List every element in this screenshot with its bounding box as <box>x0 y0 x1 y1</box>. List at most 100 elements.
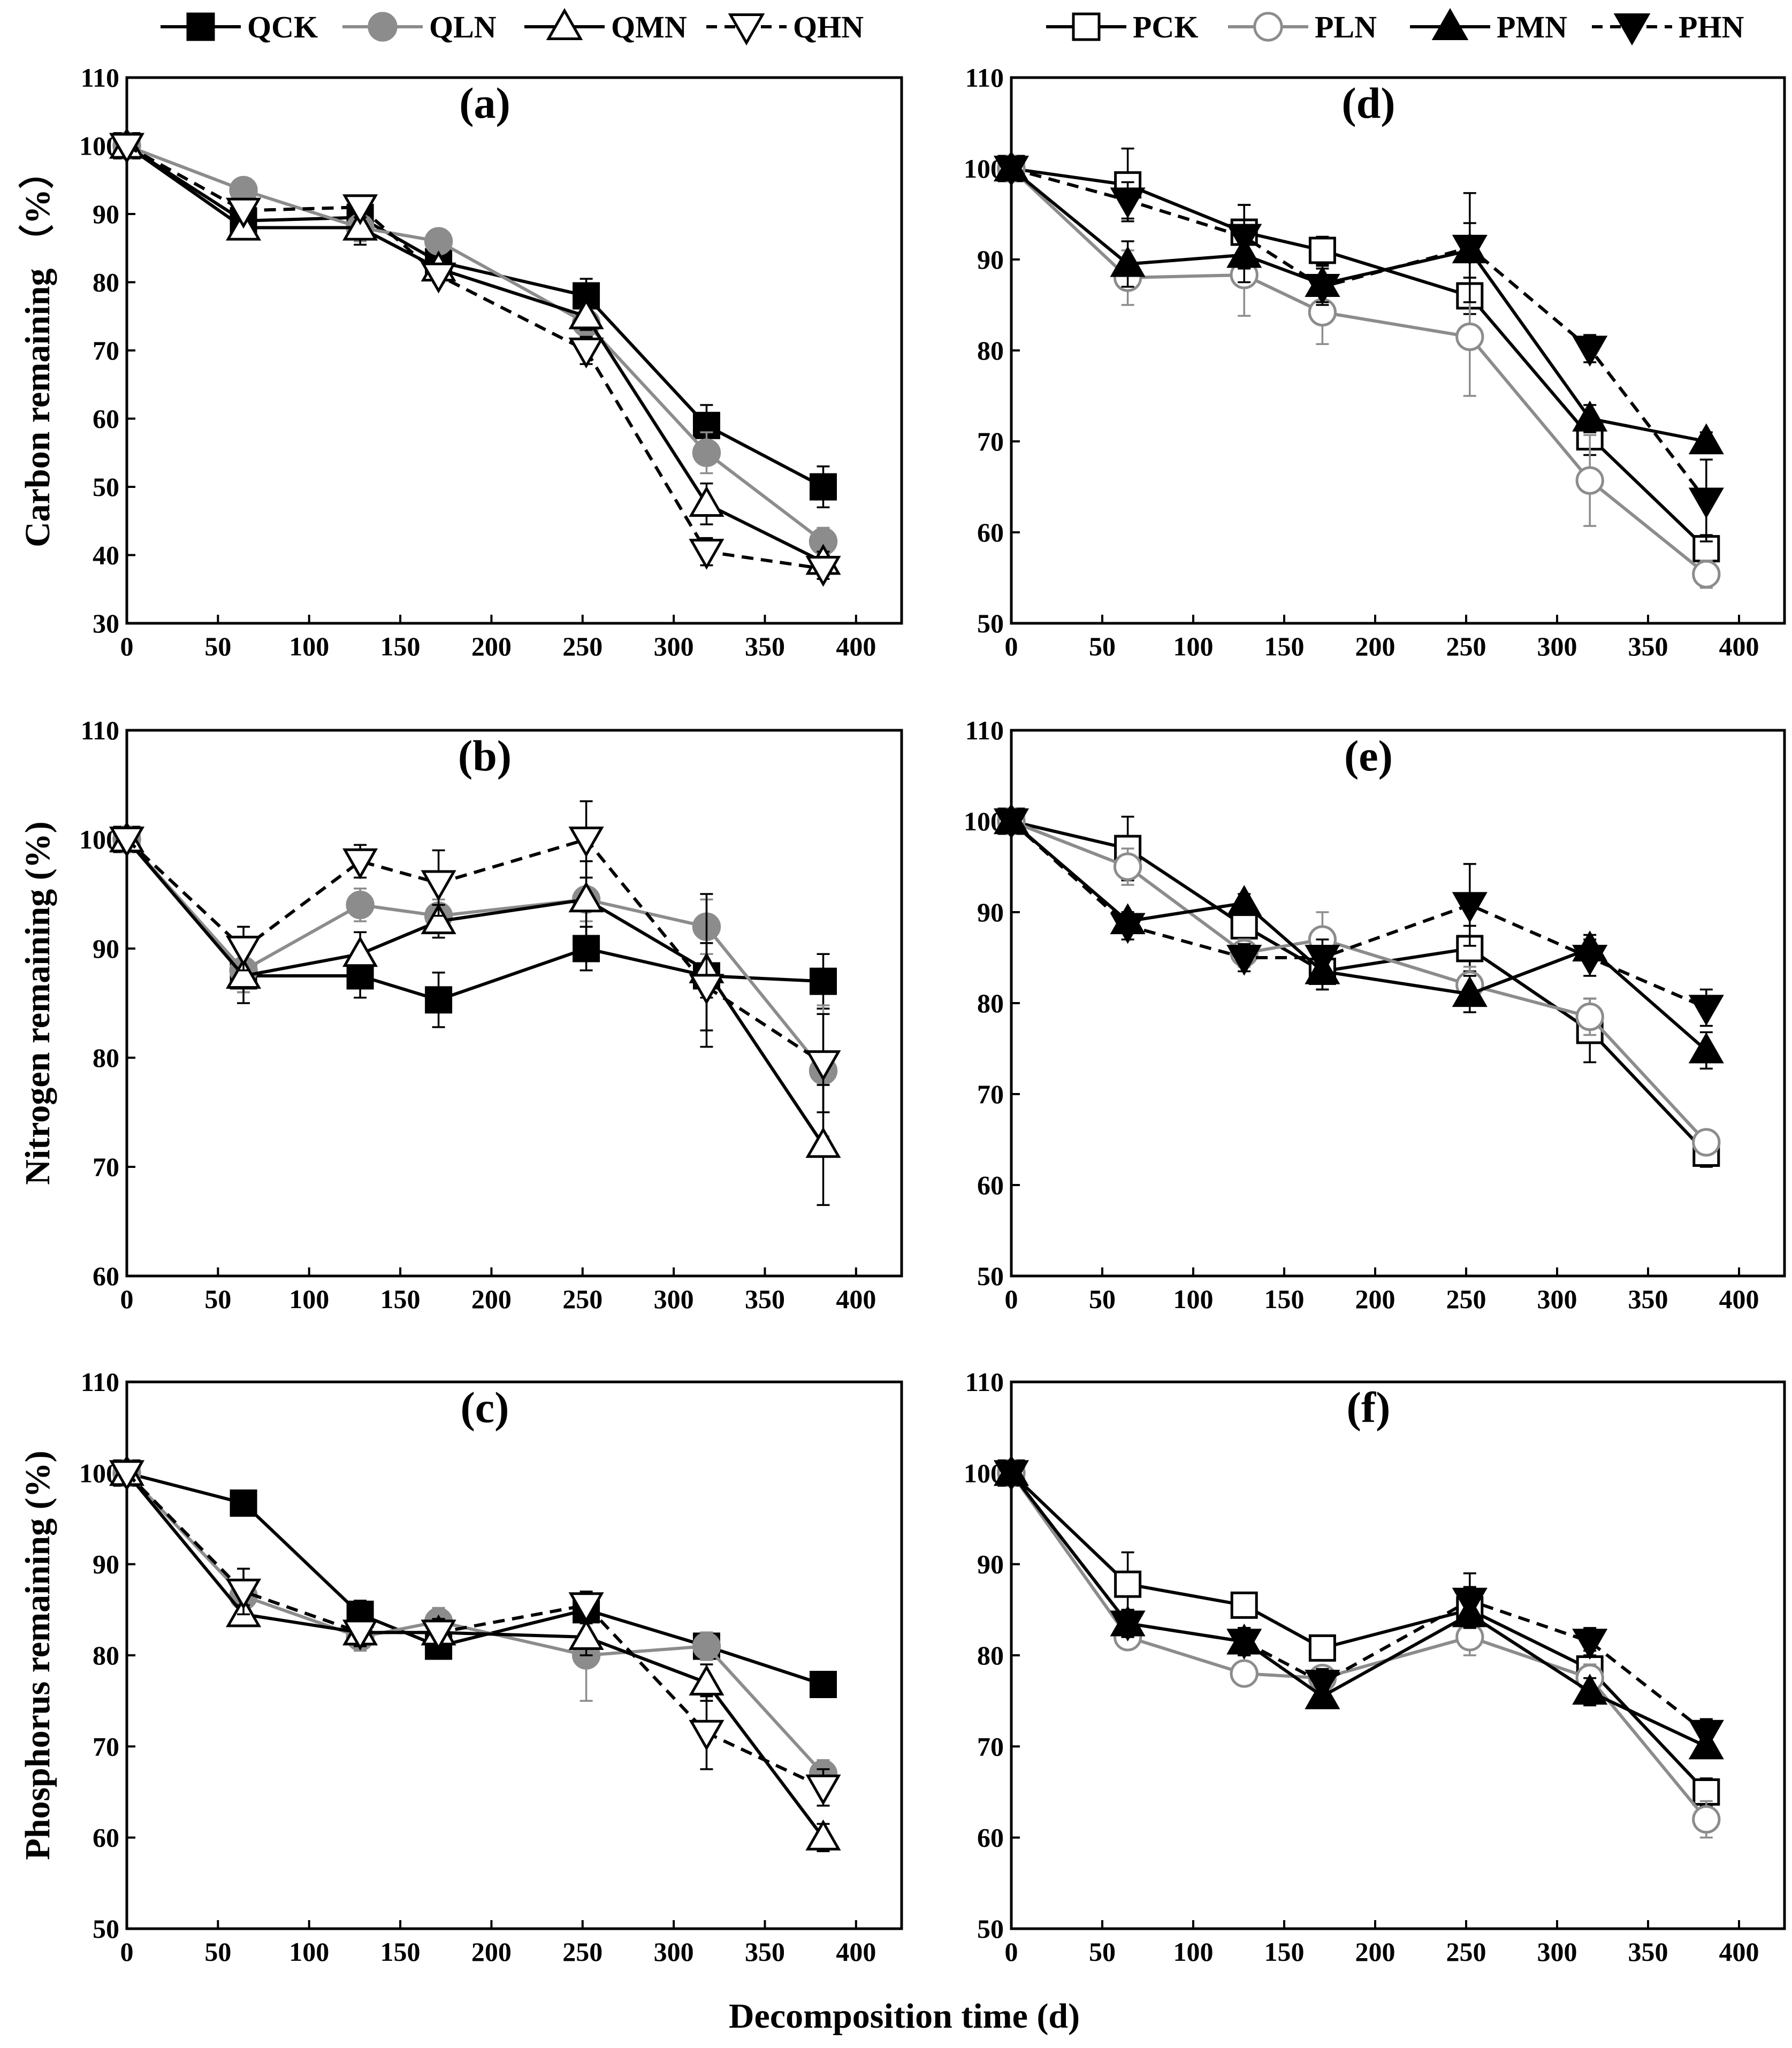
series-line <box>1010 1472 1708 1821</box>
data-point <box>421 870 456 901</box>
legend-marker-triangle-up <box>546 7 583 40</box>
y-tick-label: 80 <box>977 1640 1004 1670</box>
x-tick-label: 100 <box>1173 1937 1214 1967</box>
legend-marker-square <box>186 12 215 41</box>
x-tick-label: 350 <box>1628 1284 1668 1314</box>
legend-item-pmn: PMN <box>1410 7 1567 44</box>
series-pln <box>997 154 1721 589</box>
data-point <box>568 1592 604 1624</box>
legend-left: QCK QLN QMN QHN <box>161 7 864 46</box>
y-tick-label: 70 <box>977 1731 1004 1761</box>
series-pck <box>997 807 1720 1168</box>
legend-label: PLN <box>1315 10 1377 44</box>
y-axis-label: Nitrogen remaining (%) <box>18 821 57 1185</box>
series-qck <box>113 1459 837 1699</box>
y-tick-label: 60 <box>93 1261 119 1291</box>
panel-b: 0 50 100 150 200 250 300 350 40060708090100110(b… <box>18 715 903 1314</box>
x-tick-label: 150 <box>380 1284 421 1314</box>
x-tick-label: 400 <box>836 1284 876 1314</box>
y-tick-label: 70 <box>977 1079 1004 1109</box>
data-point <box>342 194 378 226</box>
data-point <box>1688 423 1724 455</box>
legend-label: PCK <box>1133 10 1198 44</box>
data-point <box>568 881 604 913</box>
x-tick-label: 150 <box>380 1937 421 1967</box>
legend-right: PCK PLN PMN PHN <box>1046 7 1744 46</box>
y-tick-label: 50 <box>977 1914 1004 1944</box>
data-point <box>225 1578 262 1610</box>
legend-marker-triangle-down <box>728 13 765 46</box>
series-pmn <box>993 1455 1724 1760</box>
x-tick-label: 50 <box>1089 1937 1116 1967</box>
data-point <box>225 958 262 989</box>
y-tick-label: 80 <box>977 335 1004 365</box>
data-point <box>1455 322 1484 351</box>
data-point <box>805 1774 841 1806</box>
data-point <box>1572 400 1608 432</box>
y-tick-label: 110 <box>965 63 1004 93</box>
data-point <box>1572 1629 1608 1660</box>
x-tick-label: 150 <box>380 631 421 661</box>
legend-item-qck: QCK <box>161 10 318 44</box>
panel-label: (b) <box>458 731 512 780</box>
data-point <box>1305 273 1340 305</box>
legend-marker-triangle-up <box>1431 7 1469 40</box>
data-point <box>1688 995 1724 1026</box>
x-tick-label: 50 <box>204 1937 231 1967</box>
data-point <box>568 337 604 369</box>
y-tick-label: 60 <box>93 404 119 434</box>
x-tick-label: 200 <box>1355 631 1396 661</box>
data-point <box>1452 892 1488 923</box>
data-point <box>692 438 721 467</box>
data-point <box>1226 1629 1262 1660</box>
data-point <box>1572 335 1608 367</box>
series-phn <box>993 808 1724 1027</box>
data-point <box>689 539 725 570</box>
series-qhn <box>109 1460 841 1807</box>
legend-item-pln: PLN <box>1228 10 1377 44</box>
data-point <box>342 1619 378 1651</box>
y-tick-label: 60 <box>977 517 1004 547</box>
series-line <box>125 838 825 1146</box>
data-point <box>109 133 145 164</box>
y-tick-label: 80 <box>977 988 1004 1018</box>
data-point <box>421 903 456 935</box>
data-point <box>1688 1720 1724 1751</box>
series-line <box>1010 167 1707 576</box>
data-point <box>1305 944 1340 976</box>
x-tick-label: 200 <box>1355 1284 1396 1314</box>
data-point <box>1110 1610 1146 1642</box>
x-tick-label: 100 <box>289 631 329 661</box>
x-tick-label: 150 <box>1264 631 1305 661</box>
data-point <box>692 1632 721 1661</box>
x-tick-label: 50 <box>204 631 231 661</box>
y-axis-label: Phosphorus remaining (%) <box>18 1450 57 1860</box>
x-tick-label: 100 <box>1173 631 1214 661</box>
legend-item-qln: QLN <box>342 10 497 44</box>
x-tick-label: 50 <box>1089 631 1116 661</box>
legend-item-qmn: QMN <box>524 7 687 44</box>
data-point <box>346 890 375 920</box>
panel-c: 0 50 100 150 200 250 300 350 4005060708090100110… <box>18 1367 903 1967</box>
panel-label: (f) <box>1347 1383 1391 1432</box>
data-point <box>342 848 378 880</box>
data-point <box>1114 1570 1142 1598</box>
x-tick-label: 400 <box>1719 631 1759 661</box>
y-tick-label: 70 <box>93 1152 119 1182</box>
x-tick-label: 350 <box>1628 631 1668 661</box>
series-pmn <box>993 150 1724 455</box>
series-line <box>125 838 825 1072</box>
data-point <box>109 1460 145 1492</box>
data-point <box>421 262 456 294</box>
panel-label: (a) <box>459 79 510 127</box>
data-point <box>1692 1128 1721 1157</box>
data-point <box>805 1127 841 1158</box>
y-tick-label: 80 <box>93 268 119 297</box>
panel-label: (c) <box>460 1383 509 1432</box>
series-pck <box>997 147 1720 563</box>
data-point <box>689 974 725 1005</box>
data-point <box>1575 466 1604 495</box>
panel-label: (d) <box>1341 79 1395 127</box>
data-point <box>1226 224 1262 255</box>
